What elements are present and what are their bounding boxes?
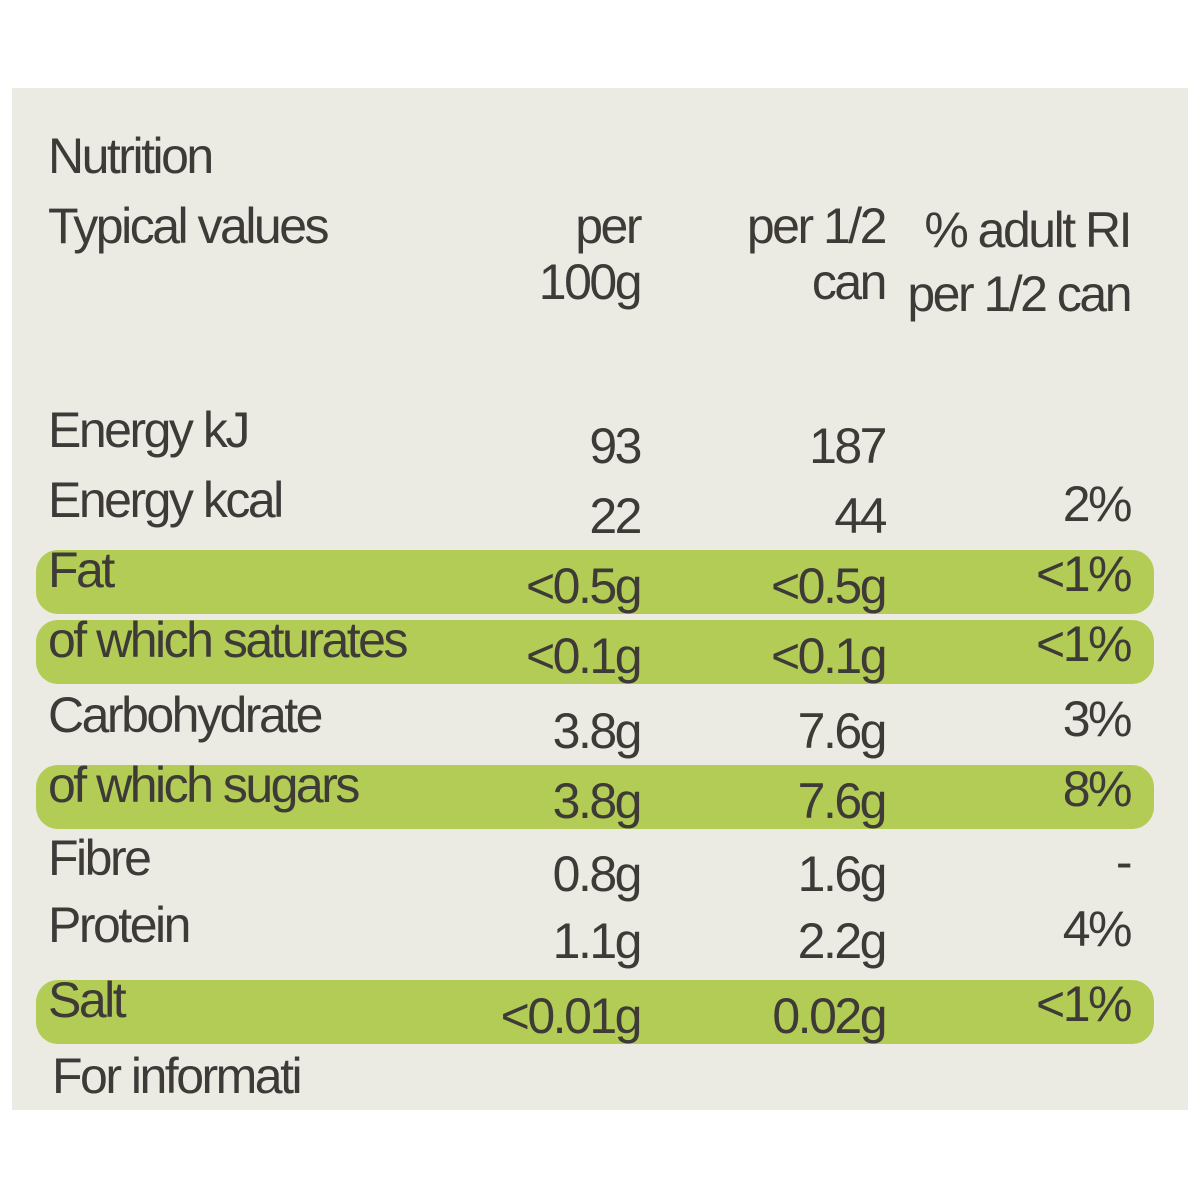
header-label: Typical values — [48, 198, 330, 254]
highlight-band — [36, 980, 1154, 1044]
per-half-can: 44 — [834, 488, 887, 544]
per-half-can: <0.1g — [770, 628, 888, 684]
row-label: Fibre — [48, 830, 152, 886]
title: Nutrition — [48, 128, 214, 184]
ri: <1% — [1036, 546, 1132, 602]
per-half-can: 2.2g — [797, 913, 888, 969]
ri: <1% — [1036, 616, 1132, 672]
per-100g: 3.8g — [552, 773, 643, 829]
ri: <1% — [1036, 976, 1132, 1032]
per-100g: <0.1g — [525, 628, 643, 684]
ri: 8% — [1062, 761, 1133, 817]
header-per-100g: per 100g — [538, 198, 643, 310]
highlight-band — [36, 765, 1154, 829]
per-100g: 22 — [589, 488, 642, 544]
per-100g: <0.5g — [525, 558, 643, 614]
per-half-can: 0.02g — [772, 988, 887, 1044]
per-half-can: <0.5g — [770, 558, 888, 614]
ri: - — [1115, 834, 1133, 890]
footer: For informati — [52, 1048, 303, 1104]
per-half-can: 187 — [809, 418, 887, 474]
row-label: Energy kcal — [48, 472, 284, 528]
per-half-can: 7.6g — [797, 773, 888, 829]
row-label: Energy kJ — [48, 402, 250, 458]
row-label: Salt — [48, 972, 127, 1028]
per-100g: <0.01g — [500, 988, 643, 1044]
per-100g: 93 — [589, 418, 642, 474]
highlight-band — [36, 550, 1154, 614]
ri: 4% — [1062, 901, 1133, 957]
per-100g: 3.8g — [552, 703, 643, 759]
ri: 3% — [1062, 691, 1133, 747]
row-label: of which saturates — [48, 612, 408, 668]
per-100g: 1.1g — [552, 913, 643, 969]
highlight-band — [36, 620, 1154, 684]
header-per-half-can: per 1/2 can — [746, 198, 888, 310]
per-half-can: 1.6g — [797, 846, 888, 902]
per-100g: 0.8g — [552, 846, 643, 902]
row-label: Fat — [48, 542, 115, 598]
row-label: Carbohydrate — [48, 687, 323, 743]
header-ri: % adult RI per 1/2 can — [907, 202, 1132, 322]
ri: 2% — [1062, 476, 1133, 532]
row-label: Protein — [48, 897, 191, 953]
nutrition-label: Nutrition Typical values per 100g per 1/… — [12, 88, 1188, 1110]
row-label: of which sugars — [48, 757, 360, 813]
per-half-can: 7.6g — [797, 703, 888, 759]
